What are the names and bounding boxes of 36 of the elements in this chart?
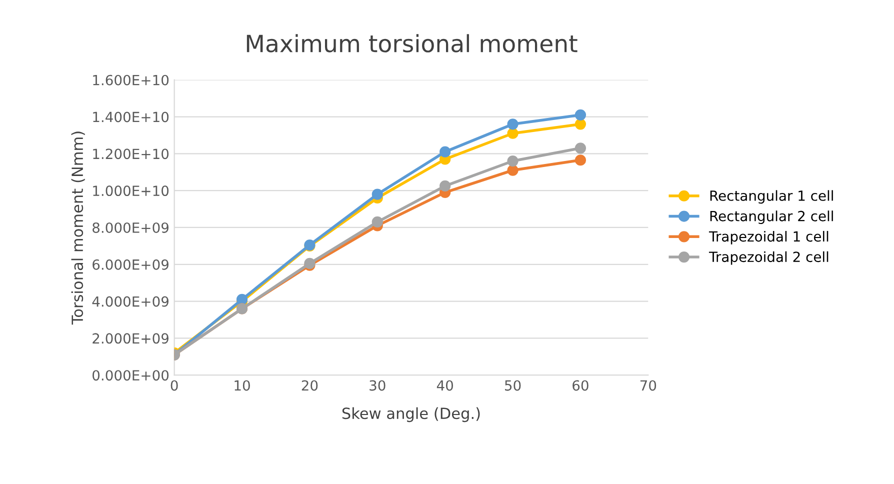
point	[507, 155, 518, 167]
chart-title: Maximum torsional moment	[246, 34, 578, 52]
legend-label: Trapezoidal 2 cell	[708, 251, 828, 265]
x-tick-label: 20	[302, 380, 318, 391]
y-tick-label: 0.000E+00	[92, 370, 169, 381]
y-tick-label: 8.000E+09	[92, 222, 168, 233]
legend-label: Trapezoidal 1 cell	[708, 230, 828, 244]
y-tick-label: 1.200E+10	[93, 148, 169, 160]
point	[372, 216, 383, 228]
x-tick-label: 30	[370, 380, 386, 391]
point	[372, 188, 383, 200]
point	[574, 109, 586, 120]
y-tick-label: 1.000E+10	[93, 186, 169, 196]
y-tick-label: 4.000E+09	[92, 296, 168, 307]
x-tick-label: 50	[505, 380, 521, 391]
point	[507, 118, 518, 130]
y-tick-label: 1.600E+10	[93, 74, 169, 86]
point	[507, 164, 518, 176]
y-axis-title: Torsional moment (Nmm)	[71, 132, 85, 325]
y-tick-label: 2.000E+09	[92, 333, 168, 344]
x-tick-label: 40	[436, 380, 453, 391]
point	[574, 142, 586, 154]
point	[440, 180, 451, 192]
x-axis-title: Skew angle (Deg.)	[342, 407, 480, 422]
point	[440, 146, 451, 158]
legend-label: Rectangular 2 cell	[710, 210, 833, 224]
y-tick-label: 6.000E+09	[92, 259, 168, 270]
x-tick-label: 70	[640, 380, 656, 391]
point	[574, 154, 586, 166]
x-tick-label: 60	[572, 380, 588, 391]
legend-label: Rectangular 1 cell	[710, 190, 833, 204]
x-tick-label: 10	[234, 380, 250, 391]
point	[574, 118, 586, 130]
x-tick-label: 0	[170, 380, 178, 391]
y-tick-label: 1.400E+10	[93, 112, 169, 122]
point	[507, 128, 518, 139]
